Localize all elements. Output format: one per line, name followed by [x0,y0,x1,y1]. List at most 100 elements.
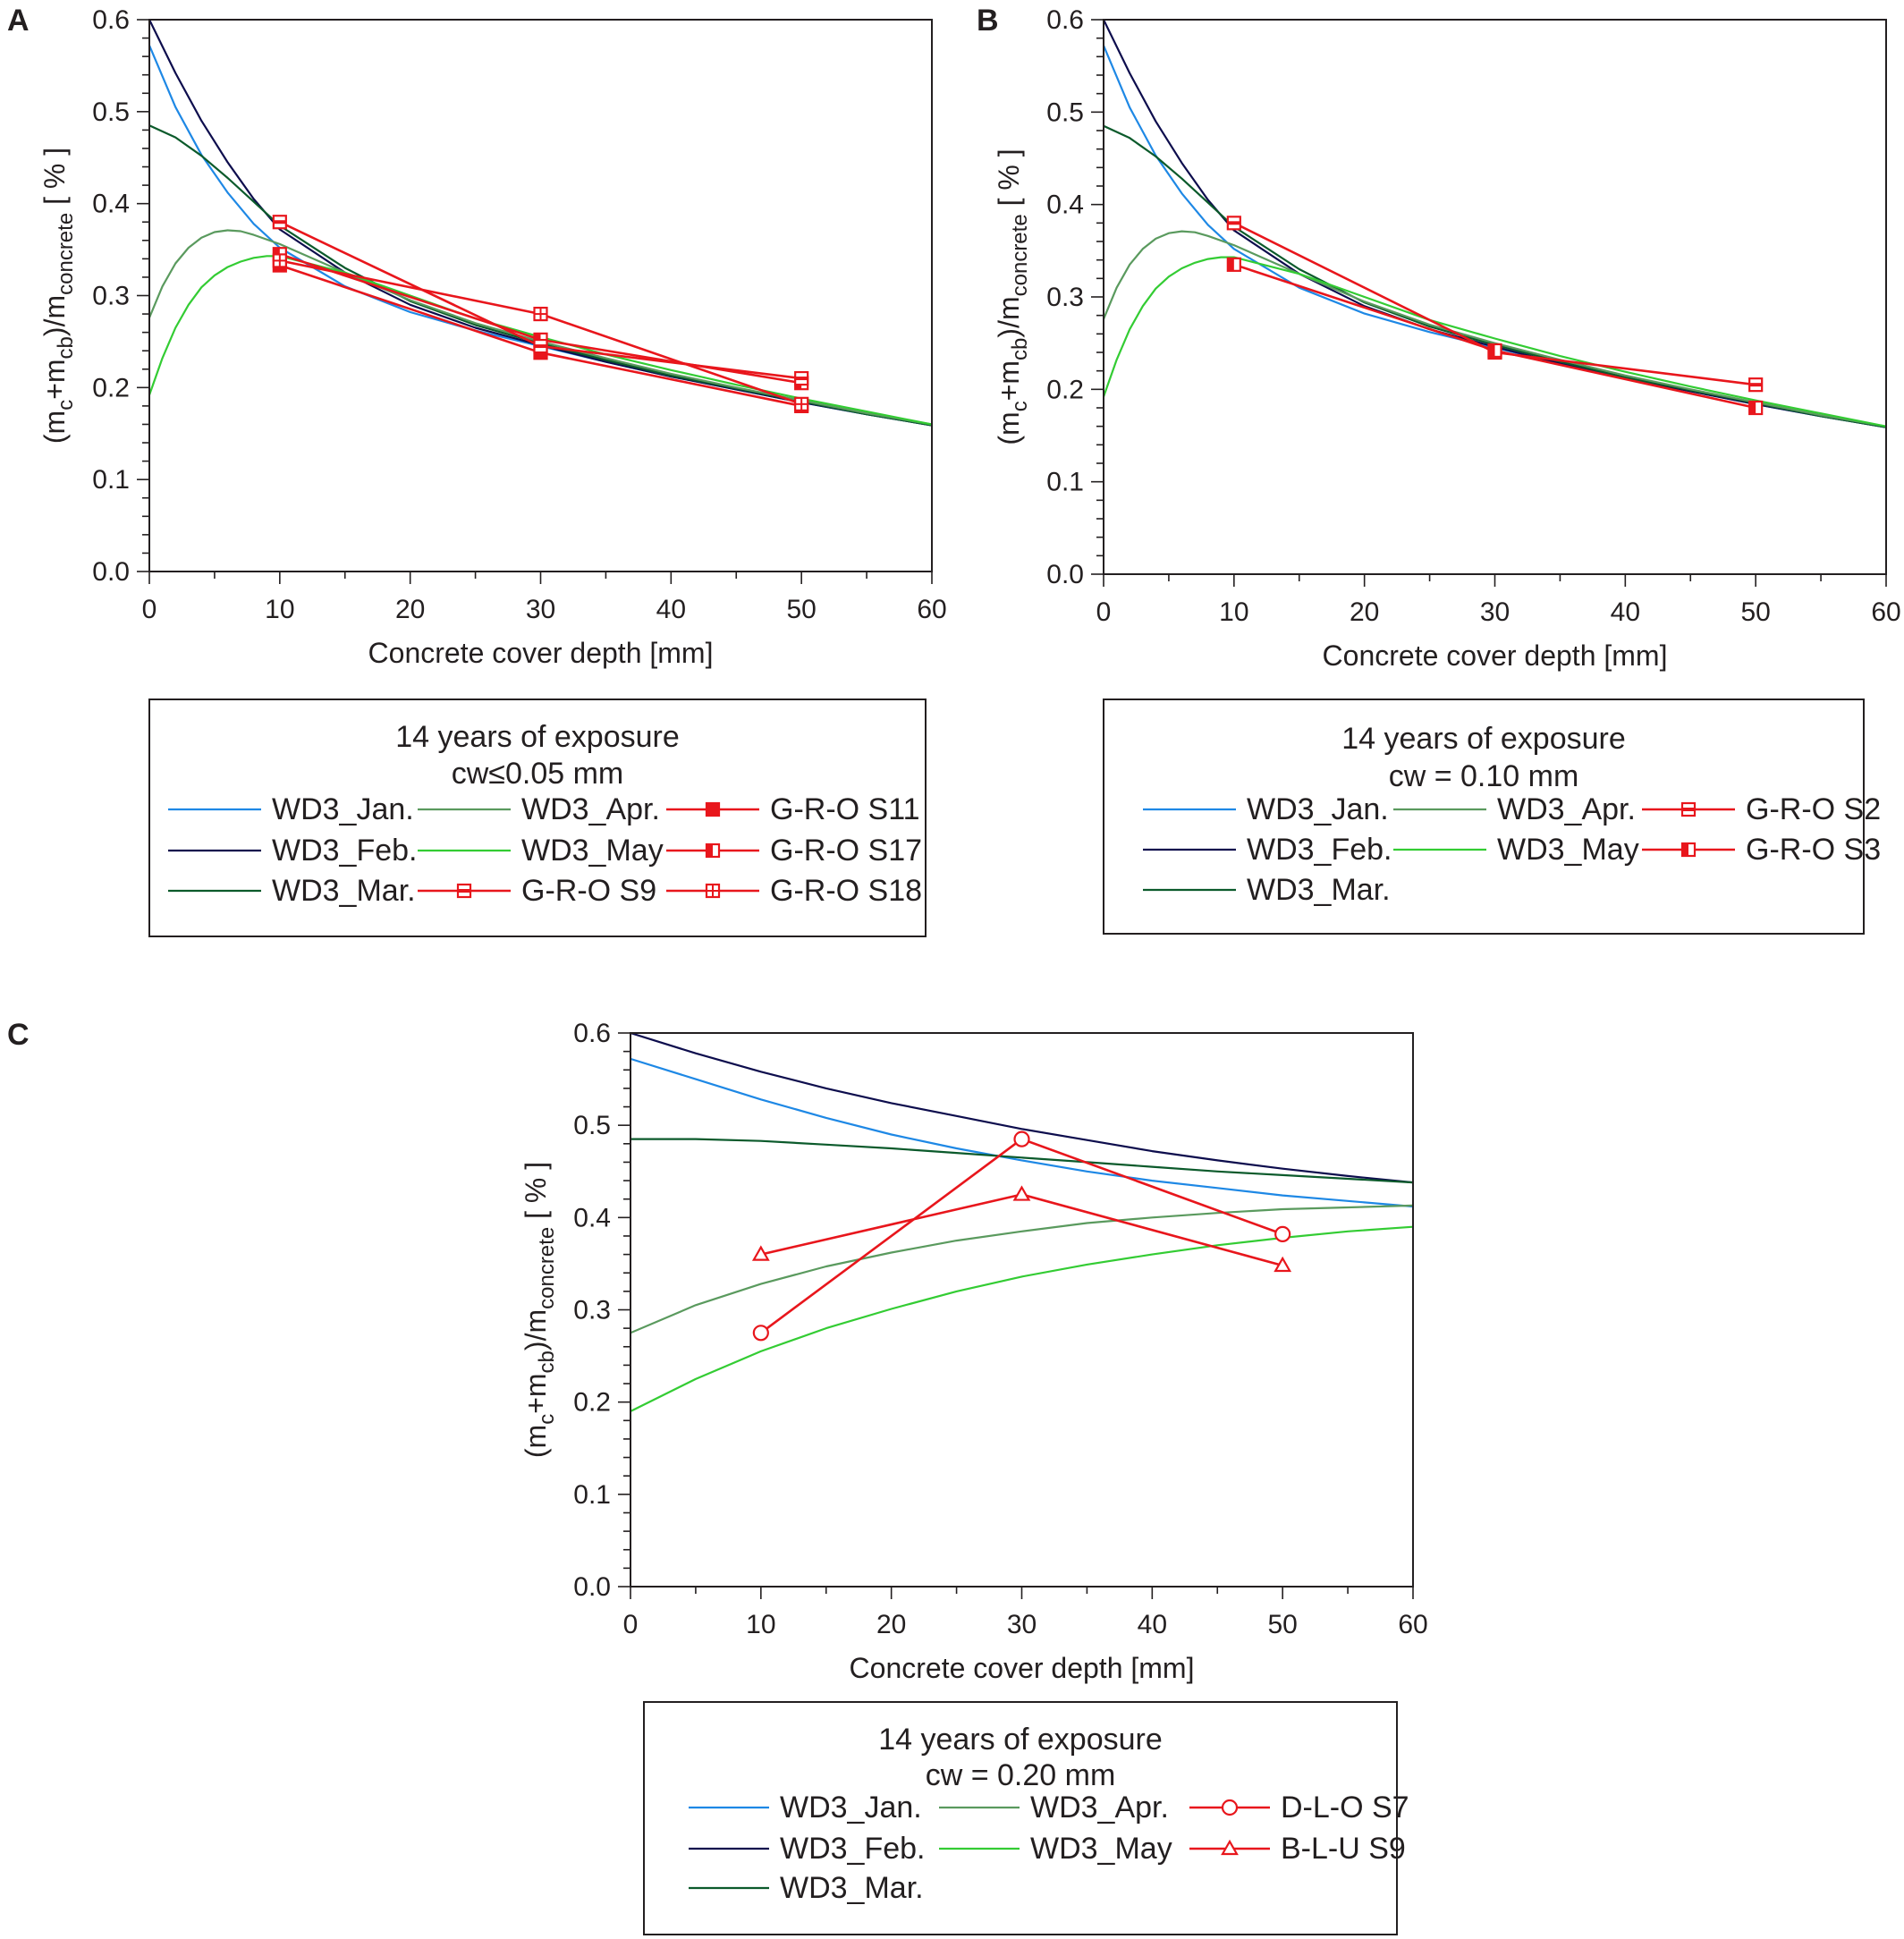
marker-bar-fill [273,220,286,224]
legend-label: WD3_Mar. [780,1871,924,1905]
y-axis-title-part: concrete [535,1227,559,1309]
y-tick-label: 0.1 [1046,468,1084,497]
marker-circle [1013,1130,1030,1147]
legend-item-wd3-apr: WD3_Apr. [418,792,660,826]
x-tick-label: 60 [917,595,946,624]
legend-label: G-R-O S2 [1746,792,1881,826]
marker-half-fill [1227,258,1234,271]
series-line-wd3-jan [1104,45,1886,428]
y-axis-title-part: (m [520,1425,552,1458]
legend-label: WD3_May [521,834,664,868]
legend-subtitle: cw≤0.05 mm [452,757,623,791]
legend-box [148,699,927,937]
y-axis-title-part: concrete [54,213,78,295]
series-group [1104,20,1886,428]
legend-label: WD3_Mar. [1247,873,1391,907]
legend-item-d-l-o-s7: D-L-O S7 [1189,1791,1409,1825]
marker-bar-fill [795,377,808,381]
x-tick-label: 10 [1219,597,1248,627]
y-tick-label: 0.6 [92,5,130,35]
marker-half-fill [1749,402,1756,414]
y-axis-title-part: c [54,400,78,411]
legend-item-g-r-o-s2: G-R-O S2 [1642,792,1881,826]
legend-item-b-l-u-s9: B-L-U S9 [1189,1832,1406,1866]
data-point-d-l-o-s7 [1013,1130,1030,1147]
y-axis-title-part: )/m [38,295,71,336]
y-axis-title-part: cb [1008,338,1032,360]
series-group [630,1033,1413,1412]
series-line-wd3-feb [149,20,932,427]
series-line-wd3-jan [630,1057,1413,1208]
y-axis-title-part: cb [535,1351,559,1373]
legend-label: G-R-O S9 [521,874,656,908]
y-tick-label: 0.0 [1046,560,1084,589]
legend-item-wd3-feb: WD3_Feb. [689,1832,926,1866]
data-point-d-l-o-s7 [1274,1225,1291,1243]
legend-label: G-R-O S11 [770,792,920,826]
marker-triangle [1274,1256,1292,1273]
panel-letter: A [7,4,30,38]
data-point-g-r-o-s9 [533,338,548,354]
marker-bar-fill [458,889,470,893]
marker-bar-fill [1227,221,1240,225]
marker-circle [1274,1225,1291,1243]
y-axis-title: (mc+mcb)/mconcrete [ % ] [38,148,78,444]
marker-bar-fill [1749,383,1763,387]
y-tick-label: 0.2 [1046,375,1084,404]
legend-item-wd3-may: WD3_May [1393,833,1639,867]
x-tick-label: 20 [876,1610,906,1639]
y-axis-title-part: [ % ] [520,1162,552,1227]
series-line-wd3-mar [149,124,932,427]
legend-label: G-R-O S18 [770,874,922,908]
y-tick-label: 0.2 [573,1388,611,1418]
series-line-wd3-apr [149,229,932,426]
legend-label: B-L-U S9 [1281,1832,1406,1866]
legend-subtitle: cw = 0.20 mm [926,1758,1116,1792]
data-point-b-l-u-s9 [1012,1185,1031,1201]
panel-letter: B [977,4,999,38]
marker-half-fill [1682,843,1688,856]
y-tick-label: 0.2 [92,373,130,402]
y-axis-title-part: c [1008,401,1032,411]
legend-item-wd3-jan: WD3_Jan. [168,792,414,826]
y-axis-title: (mc+mcb)/mconcrete [ % ] [520,1162,559,1458]
series-line-wd3-feb [1104,20,1886,428]
y-axis-title-part: (m [38,411,71,444]
data-point-b-l-u-s9 [1274,1256,1292,1273]
marker-bar-fill [534,344,547,349]
y-tick-label: 0.5 [92,97,130,127]
x-tick-label: 20 [1350,597,1379,627]
marker-bar-fill [1682,808,1695,811]
x-axis-title: Concrete cover depth [mm] [850,1652,1195,1684]
x-tick-label: 40 [1138,1610,1167,1639]
y-tick-label: 0.0 [92,557,130,587]
legend-item-wd3-jan: WD3_Jan. [1143,792,1389,826]
data-point-g-r-o-s3 [1748,400,1764,416]
y-tick-label: 0.0 [573,1572,611,1602]
legend-title: 14 years of exposure [878,1723,1163,1757]
y-axis-title-part: c [535,1414,559,1425]
data-point-g-r-o-s2 [1226,216,1241,231]
y-tick-label: 0.1 [92,465,130,495]
series-line-g-r-o-s2 [1233,222,1756,386]
y-axis-title-part: )/m [520,1309,552,1351]
panel-a: A 0.0 0.1 0.2 0.3 0.4 0.5 0.6 0 10 20 30 40 50 60 Concr… [7,4,947,937]
plot-frame [148,19,933,572]
legend-item-g-r-o-s3: G-R-O S3 [1642,833,1881,867]
legend-subtitle: cw = 0.10 mm [1389,759,1579,793]
panel-letter: C [7,1018,30,1052]
legend-item-wd3-jan: WD3_Jan. [689,1791,922,1825]
legend-item-wd3-may: WD3_May [418,834,664,868]
legend-box [1103,699,1865,935]
y-axis-title-part: concrete [1008,214,1032,296]
y-axis-title-part: )/m [993,296,1025,337]
y-tick-label: 0.3 [573,1296,611,1325]
x-tick-label: 50 [786,595,816,624]
legend-item-wd3-may: WD3_May [939,1832,1172,1866]
series-group [149,20,932,427]
y-tick-label: 0.4 [92,190,130,219]
y-tick-label: 0.4 [573,1203,611,1232]
legend-title: 14 years of exposure [1341,722,1626,756]
